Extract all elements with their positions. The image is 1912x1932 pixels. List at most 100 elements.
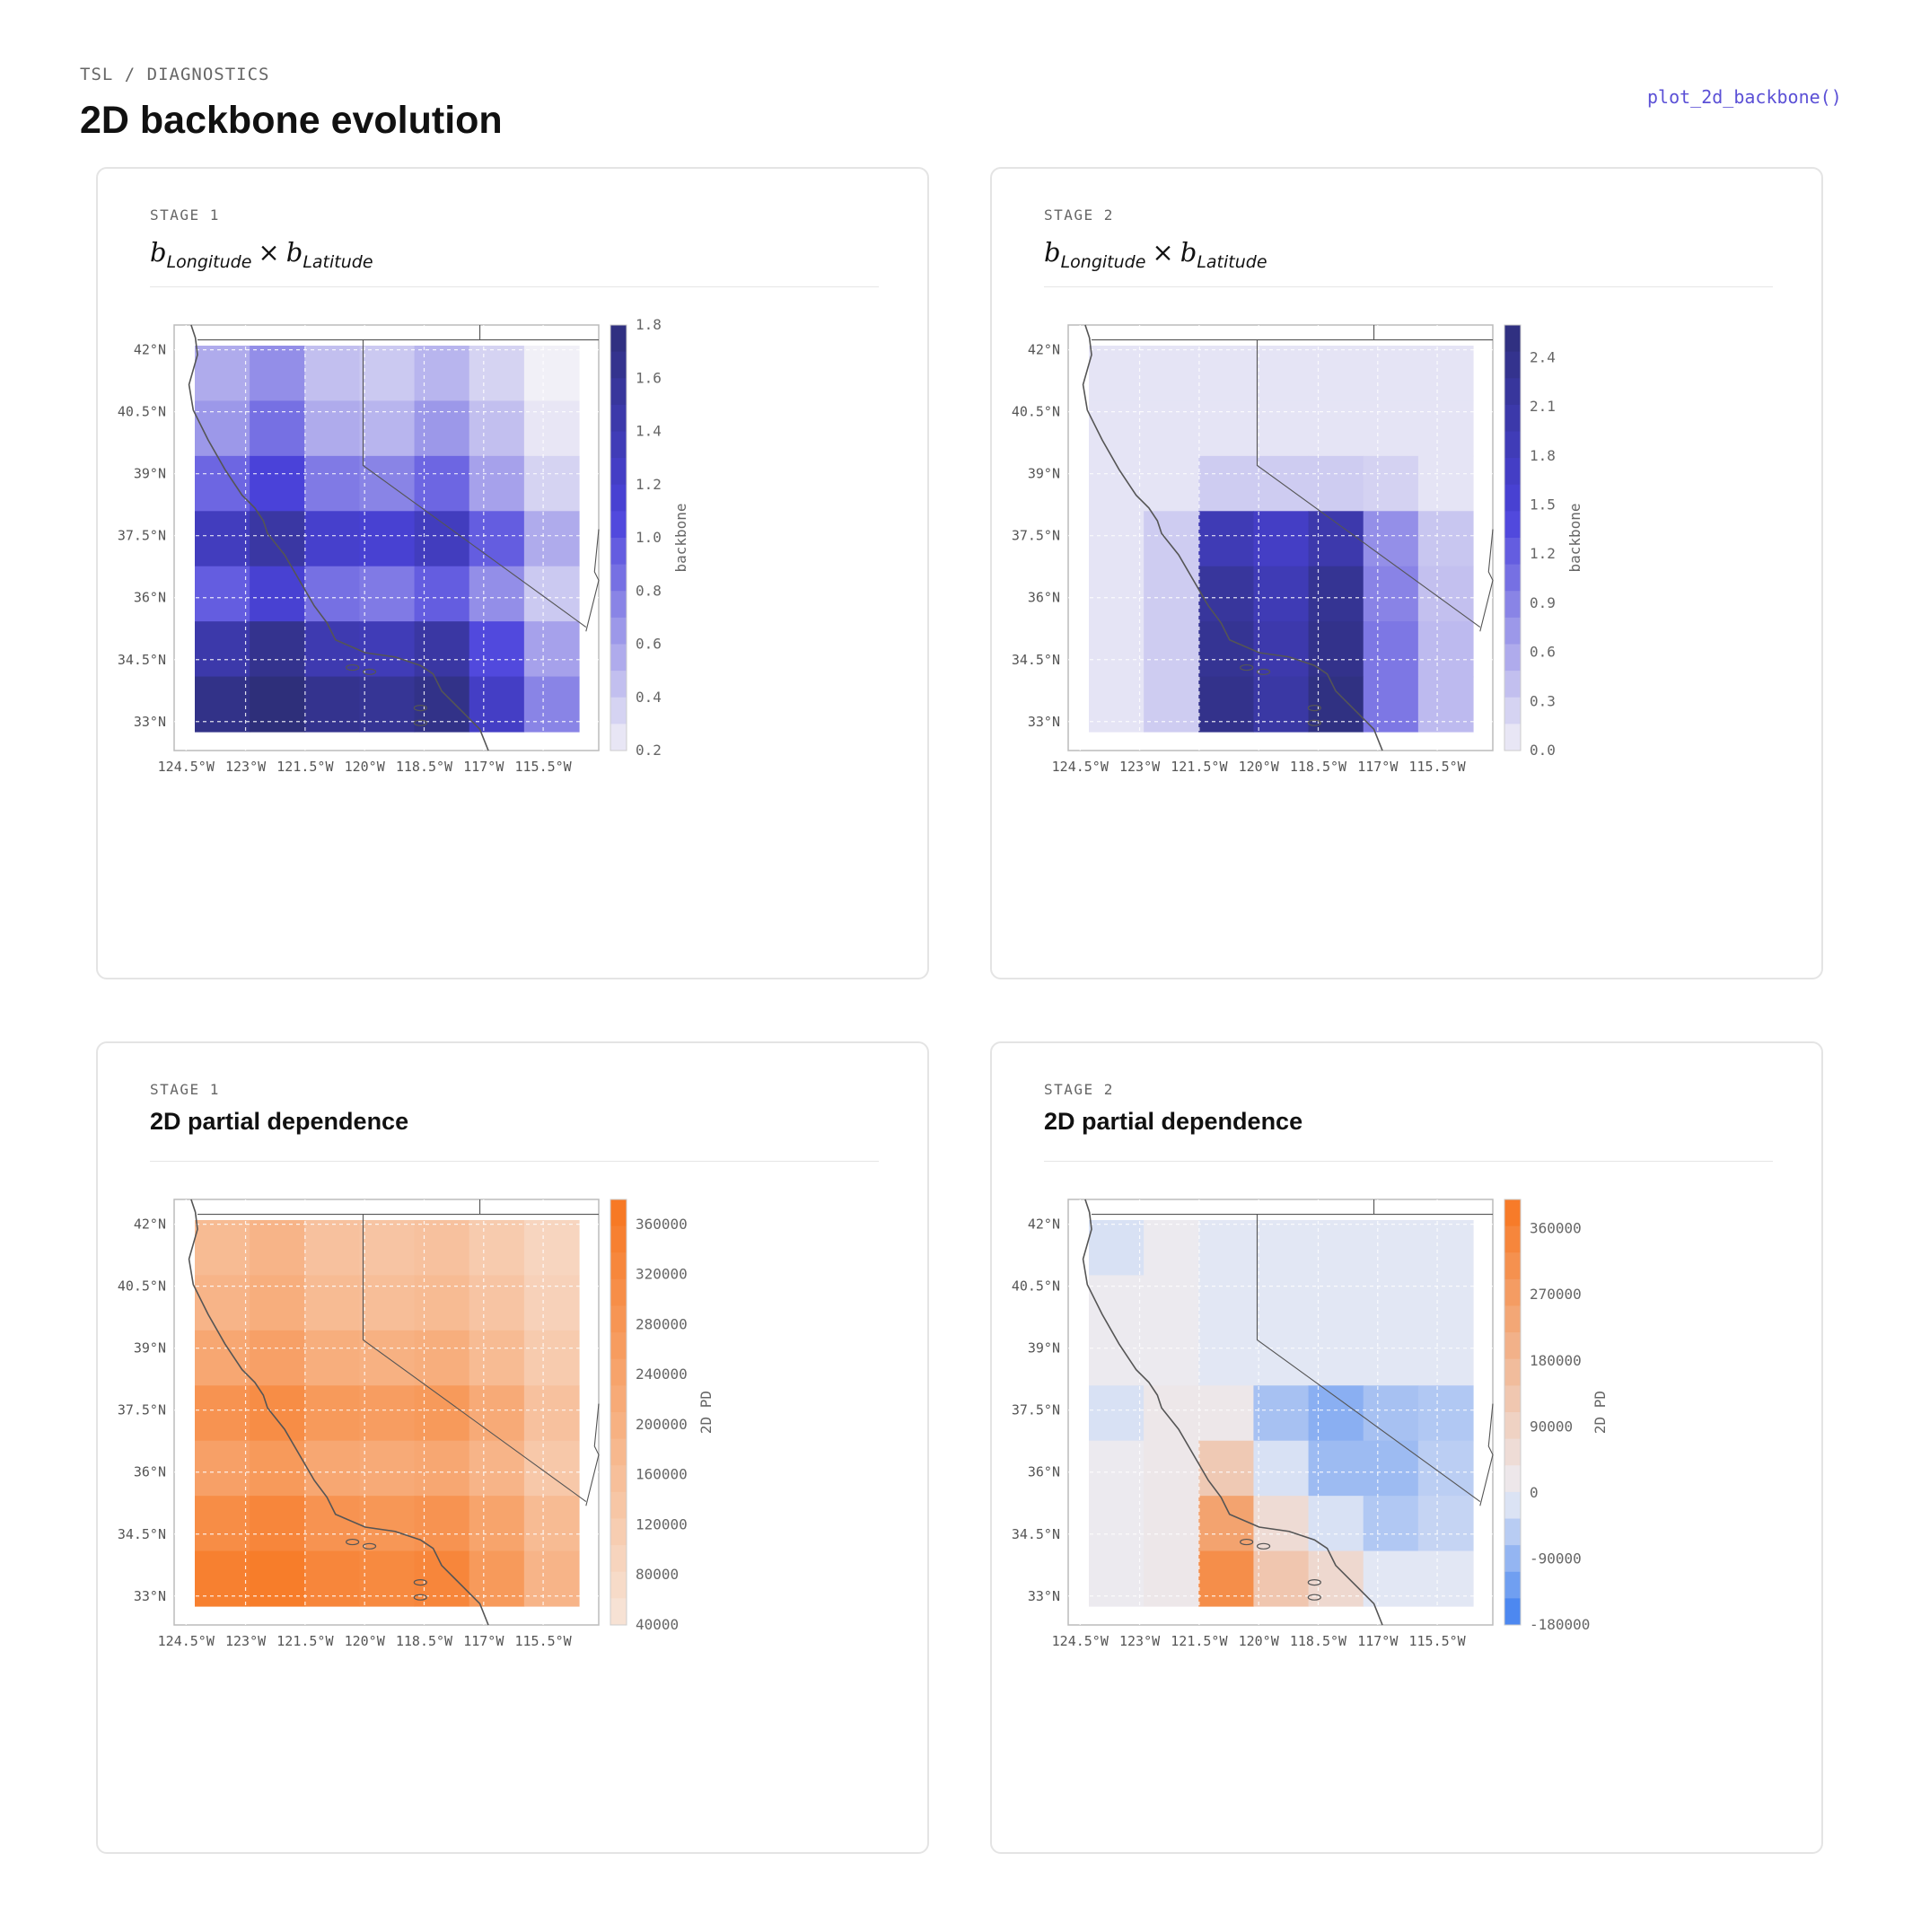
colorbar-band <box>610 1385 627 1413</box>
colorbar-band <box>610 351 627 379</box>
y-tick-label: 42°N <box>1028 342 1060 358</box>
heatmap-cell <box>1144 676 1199 733</box>
heatmap-cell <box>1253 1275 1310 1331</box>
heatmap-cell <box>1253 400 1310 457</box>
heatmap-cell <box>1089 1275 1145 1331</box>
x-tick-label: 120°W <box>345 759 386 775</box>
heatmap-cell <box>1308 1220 1364 1277</box>
colorbar-band <box>610 1518 627 1546</box>
heatmap-cell <box>414 1550 470 1607</box>
heatmap-cell <box>1253 1440 1310 1497</box>
page-title: 2D backbone evolution <box>80 99 503 142</box>
math-a: b <box>1044 237 1061 268</box>
colorbar-tick-label: 0.9 <box>1530 594 1556 611</box>
panel-stage1-pd: STAGE 1 2D partial dependence 124.5°W 123… <box>96 1041 929 1854</box>
y-tick-label: 39°N <box>134 1340 166 1357</box>
colorbar-tick-label: 0.6 <box>1530 644 1556 661</box>
heatmap-cell <box>1253 676 1310 733</box>
colorbar-band <box>1504 591 1521 619</box>
heatmap-cell <box>359 455 416 512</box>
heatmap-cell <box>304 400 361 457</box>
colorbar-band <box>610 1598 627 1626</box>
heatmap-cell <box>414 1440 470 1497</box>
heatmap-cell <box>1308 1275 1364 1331</box>
heatmap-cell <box>359 346 416 402</box>
heatmap-cell <box>523 346 580 402</box>
state-border <box>585 1403 600 1506</box>
heatmap-cell <box>1417 1330 1474 1386</box>
heatmap-cell <box>1144 1385 1199 1442</box>
stage-label: STAGE 1 <box>150 206 220 224</box>
colorbar-band <box>610 1465 627 1493</box>
heatmap-cells <box>1089 1220 1474 1607</box>
heatmap-cell <box>304 1440 361 1497</box>
x-tick-label: 124.5°W <box>158 759 215 775</box>
heatmap-cell <box>1417 346 1474 402</box>
heatmap-cell <box>523 1220 580 1277</box>
x-tick-label: 123°W <box>1119 759 1161 775</box>
stage-label: STAGE 2 <box>1044 1081 1114 1098</box>
colorbar-band <box>1504 511 1521 539</box>
function-link[interactable]: plot_2d_backbone() <box>1647 86 1842 108</box>
heatmap-cell <box>304 455 361 512</box>
colorbar-tick-label: 40000 <box>636 1616 679 1633</box>
heatmap-cell <box>250 1496 305 1552</box>
colorbar-tick-label: 360000 <box>636 1216 688 1233</box>
heatmap-cell <box>414 621 470 678</box>
colorbar-band <box>610 671 627 698</box>
x-tick-label: 118.5°W <box>1290 759 1347 775</box>
colorbar-tick-label: 2.4 <box>1530 348 1556 365</box>
math-op: × <box>1152 237 1174 268</box>
heatmap-cell <box>469 1550 525 1607</box>
colorbar-band <box>1504 1438 1521 1466</box>
island-outline <box>1307 704 1321 712</box>
y-tick-label: 36°N <box>1028 590 1060 606</box>
colorbar-tick-label: 280000 <box>636 1315 688 1332</box>
x-tick-label: 118.5°W <box>1290 1633 1347 1649</box>
heatmap-cell <box>1308 1440 1364 1497</box>
island-outline <box>346 663 360 672</box>
heatmap-cell <box>1144 1330 1199 1386</box>
heatmap-cell <box>523 511 580 567</box>
colorbar-band <box>610 378 627 406</box>
heatmap-cell <box>523 1275 580 1331</box>
state-border <box>585 529 600 632</box>
heatmap-cells <box>195 1220 580 1607</box>
x-tick-label: 121.5°W <box>1171 1633 1228 1649</box>
heatmap-cell <box>469 346 525 402</box>
colorbar-frame <box>1504 1199 1522 1626</box>
y-tick-label: 40.5°N <box>118 1278 166 1295</box>
y-tick-label: 37.5°N <box>1012 1402 1060 1418</box>
state-border <box>1479 1403 1494 1506</box>
breadcrumb: TSL / DIAGNOSTICS <box>80 65 270 84</box>
x-tick-label: 118.5°W <box>396 759 453 775</box>
colorbar-band <box>1504 1358 1521 1386</box>
heatmap-cell <box>1308 566 1364 622</box>
colorbar-tick-label: 200000 <box>636 1416 688 1433</box>
heatmap-cell <box>1198 346 1255 402</box>
title-divider <box>150 1161 879 1162</box>
heatmap-cell <box>1417 511 1474 567</box>
heatmap-cell <box>414 1275 470 1331</box>
panel-title: 2D partial dependence <box>150 1108 409 1135</box>
heatmap-cell <box>1253 621 1310 678</box>
heatmap-cell <box>195 621 250 678</box>
heatmap-chart: 124.5°W 123°W 121.5°W 120°W 118.5°W 117°W 115.… <box>1012 1199 1609 1649</box>
heatmap-cell <box>1253 1550 1310 1607</box>
x-tick-label: 124.5°W <box>1052 1633 1109 1649</box>
math-a: b <box>150 237 167 268</box>
heatmap-cell <box>1363 1220 1419 1277</box>
heatmap-cell <box>1363 1385 1419 1442</box>
heatmap-cell <box>250 1330 305 1386</box>
colorbar-band <box>610 1358 627 1386</box>
heatmap-cell <box>1144 1496 1199 1552</box>
heatmap-cell <box>414 1220 470 1277</box>
colorbar-band <box>610 1252 627 1280</box>
heatmap-cell <box>469 566 525 622</box>
colorbar-band <box>610 1305 627 1333</box>
heatmap-cell <box>414 676 470 733</box>
math-b: b <box>285 237 303 268</box>
title-divider <box>150 286 879 287</box>
heatmap-cell <box>195 1385 250 1442</box>
colorbar <box>610 324 627 751</box>
